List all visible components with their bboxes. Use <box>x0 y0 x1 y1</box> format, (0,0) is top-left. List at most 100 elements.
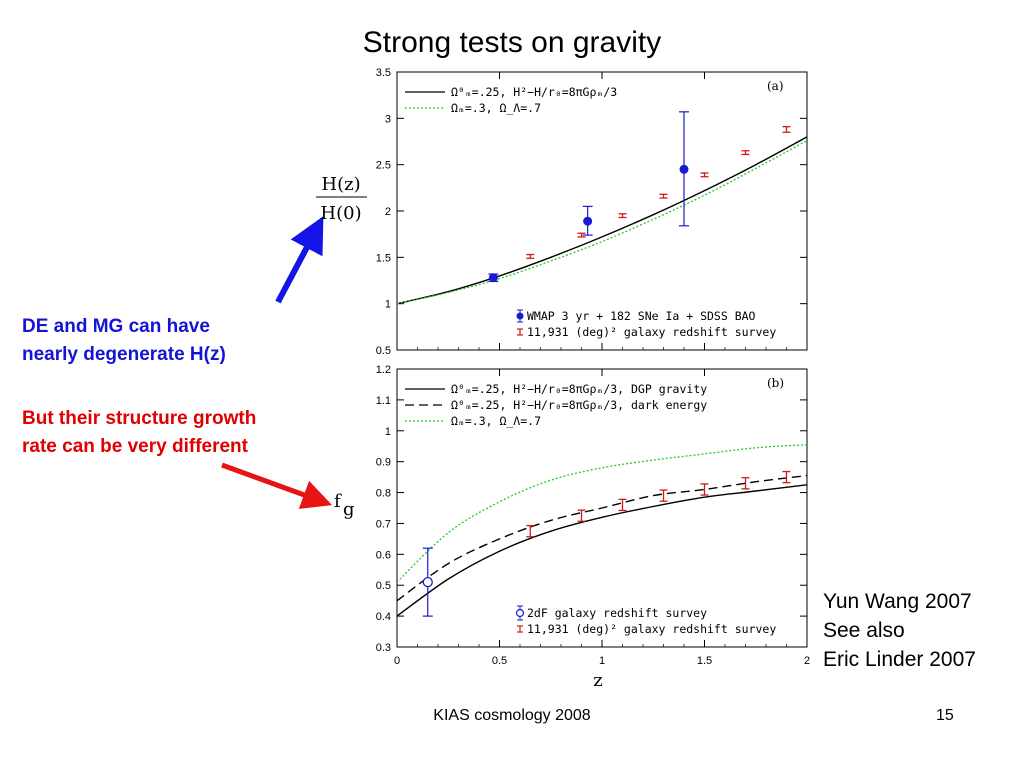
x-tick-label: 0.5 <box>492 655 507 667</box>
citation-line-2: See also <box>823 619 905 642</box>
legend-label: Ω⁰ₘ=.25, H²−H/r₀=8πGρₘ/3, DGP gravity <box>451 382 707 396</box>
legend-marker <box>516 312 524 320</box>
blue-data-point <box>679 111 689 227</box>
series-line <box>397 136 807 305</box>
y-tick-label: 1.1 <box>376 395 391 407</box>
note-growth-rate: But their structure growth rate can be v… <box>22 405 256 461</box>
red-data-point <box>577 232 586 238</box>
legend-entry: WMAP 3 yr + 182 SNe Ia + SDSS BAO <box>516 309 756 323</box>
red-data-point <box>700 172 709 178</box>
series-line <box>397 474 807 602</box>
slide-title: Strong tests on gravity <box>362 26 662 59</box>
legend-label: 11,931 (deg)² galaxy redshift survey <box>527 622 776 636</box>
y-axis-label: H(z) H(0) <box>316 174 367 224</box>
citation-line-3: Eric Linder 2007 <box>823 648 976 671</box>
note-red-line-2: rate can be very different <box>22 436 248 457</box>
y-tick-label: 0.3 <box>376 642 391 654</box>
plot-area <box>397 444 807 617</box>
legend-entry: Ωₘ=.3, Ω_Λ=.7 <box>405 414 541 428</box>
x-tick-label: 1.5 <box>697 655 712 667</box>
panel-a: 0.5 1 1.5 2 2.5 3 3.5 (a) Ω⁰ₘ=.25, H²−H/r₀=8πGρₘ… <box>316 67 808 357</box>
red-data-point <box>700 483 709 496</box>
legend-marker <box>515 608 525 618</box>
y-tick-label: 0.5 <box>376 345 391 357</box>
red-data-point <box>741 477 750 490</box>
y-tick-label: 3.5 <box>376 67 391 79</box>
y-tick-label: 0.8 <box>376 488 391 500</box>
note-red-line-1: But their structure growth <box>22 408 257 429</box>
y-tick-label: 1.2 <box>376 364 391 376</box>
red-data-point <box>659 193 668 199</box>
y-label-subscript: g <box>343 499 355 520</box>
series-line <box>397 444 807 583</box>
citation-line-1: Yun Wang 2007 <box>823 590 972 613</box>
red-data-point <box>526 524 535 538</box>
plot-area <box>397 111 807 305</box>
blue-data-point <box>488 273 499 283</box>
footer-text: KIAS cosmology 2008 <box>433 707 591 724</box>
red-data-point <box>659 489 668 502</box>
red-data-point <box>741 150 750 156</box>
red-data-point <box>618 498 627 512</box>
y-tick-label: 0.4 <box>376 611 391 623</box>
y-tick-label: 0.7 <box>376 518 391 530</box>
red-data-point <box>526 253 535 259</box>
y-tick-label: 2 <box>385 206 391 218</box>
y-label-denominator: H(0) <box>320 203 361 224</box>
blue-filled-marker <box>583 216 593 226</box>
panel-label: (a) <box>767 79 784 93</box>
y-tick-label: 1 <box>385 426 391 438</box>
legend-label: Ωₘ=.3, Ω_Λ=.7 <box>451 101 541 115</box>
blue-filled-marker <box>679 164 689 174</box>
legend-entry: 2dF galaxy redshift survey <box>515 605 707 621</box>
series-line <box>397 484 807 617</box>
legend-entry: Ω⁰ₘ=.25, H²−H/r₀=8πGρₘ/3, DGP gravity <box>405 382 707 396</box>
legend-label: WMAP 3 yr + 182 SNe Ia + SDSS BAO <box>527 309 756 323</box>
red-data-point <box>618 213 627 219</box>
y-tick-label: 0.5 <box>376 580 391 592</box>
note-blue-line-1: DE and MG can have <box>22 316 210 337</box>
y-tick-label: 0.6 <box>376 549 391 561</box>
red-data-point <box>577 509 586 522</box>
y-tick-label: 2.5 <box>376 160 391 172</box>
note-blue-line-2: nearly degenerate H(z) <box>22 344 226 365</box>
page-number: 15 <box>936 707 954 724</box>
note-degenerate-hz: DE and MG can have nearly degenerate H(z… <box>22 313 226 369</box>
x-tick-label: 1 <box>599 655 605 667</box>
x-tick-label: 0 <box>394 655 400 667</box>
legend-errorbar <box>517 328 523 336</box>
legend-entry: 11,931 (deg)² galaxy redshift survey <box>517 622 776 636</box>
legend-entry: Ω⁰ₘ=.25, H²−H/r₀=8πGρₘ/3 <box>405 85 617 99</box>
blue-data-point <box>582 205 593 236</box>
legend-label: Ω⁰ₘ=.25, H²−H/r₀=8πGρₘ/3 <box>451 85 617 99</box>
y-tick-label: 3 <box>385 113 391 125</box>
x-tick-label: 2 <box>804 655 810 667</box>
panel-label: (b) <box>767 376 784 390</box>
red-data-point <box>782 470 791 484</box>
x-axis-label: z <box>593 670 602 691</box>
panel-b: 0.3 0.4 0.5 0.6 0.7 0.8 0.9 1 1.1 1.2 0 0.5 1 1.5 2 (b)… <box>334 364 810 691</box>
blue-filled-marker <box>488 273 498 283</box>
blue-open-data-point <box>422 547 433 617</box>
y-label-numerator: H(z) <box>321 174 360 195</box>
legend-errorbar <box>517 625 523 633</box>
legend-entry: Ω⁰ₘ=.25, H²−H/r₀=8πGρₘ/3, dark energy <box>405 398 707 412</box>
y-label-main: f <box>334 491 342 512</box>
legend-label: Ωₘ=.3, Ω_Λ=.7 <box>451 414 541 428</box>
legend-label: Ω⁰ₘ=.25, H²−H/r₀=8πGρₘ/3, dark energy <box>451 398 707 412</box>
legend-entry: 11,931 (deg)² galaxy redshift survey <box>517 325 776 339</box>
legend-label: 11,931 (deg)² galaxy redshift survey <box>527 325 776 339</box>
blue-open-marker <box>422 576 433 588</box>
arrow-to-fg-label <box>221 462 333 509</box>
arrow-to-hz-label <box>275 216 324 304</box>
y-tick-label: 1.5 <box>376 252 391 264</box>
legend-label: 2dF galaxy redshift survey <box>527 606 707 620</box>
citation: Yun Wang 2007 See also Eric Linder 2007 <box>823 587 976 674</box>
series-line <box>397 140 807 305</box>
y-tick-label: 0.9 <box>376 457 391 469</box>
y-tick-label: 1 <box>385 299 391 311</box>
red-data-point <box>782 126 791 133</box>
legend-entry: Ωₘ=.3, Ω_Λ=.7 <box>405 101 541 115</box>
